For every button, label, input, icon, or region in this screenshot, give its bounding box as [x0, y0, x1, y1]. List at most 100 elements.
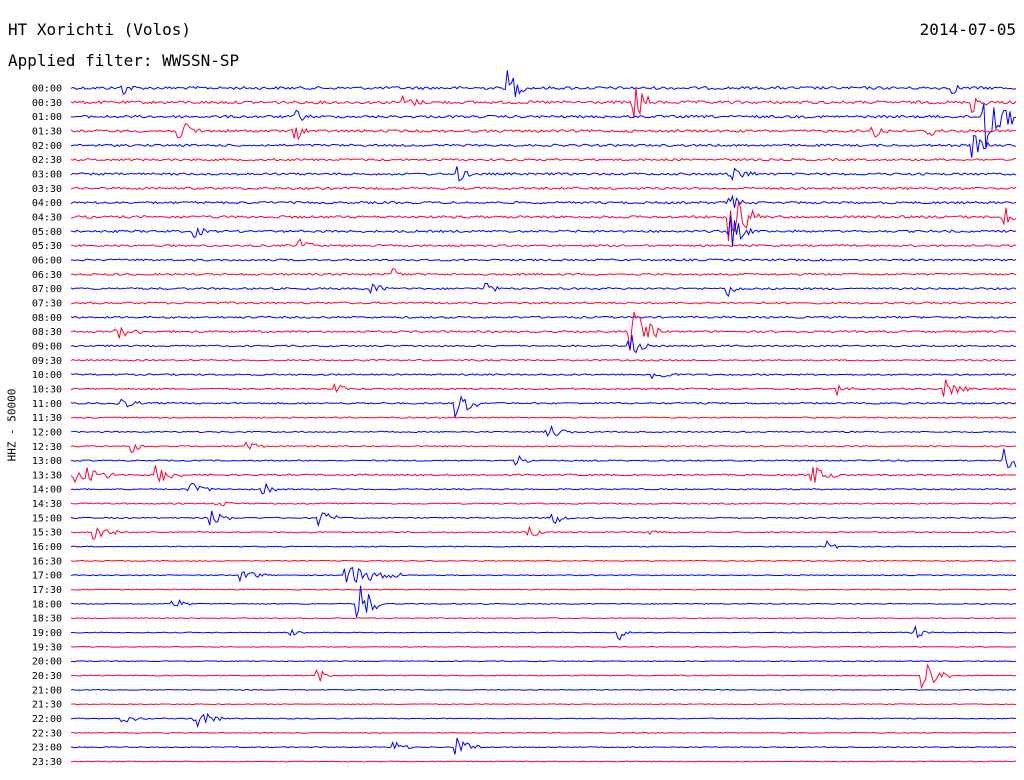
- seismic-trace-1200: [70, 424, 1017, 437]
- seismic-trace-2330: [70, 760, 1017, 763]
- seismic-trace-1900: [70, 625, 1017, 641]
- trace-time-label: 03:30: [32, 184, 62, 195]
- trace-time-label: 04:00: [32, 198, 62, 209]
- trace-time-label: 22:00: [32, 714, 62, 725]
- trace-time-label: 06:30: [32, 270, 62, 281]
- filter-label: Applied filter: WWSSN-SP: [8, 51, 240, 70]
- trace-time-label: 20:30: [32, 671, 62, 682]
- trace-time-label: 12:00: [32, 427, 62, 438]
- seismic-trace-1400: [70, 482, 1017, 495]
- trace-time-label: 15:30: [32, 528, 62, 539]
- seismic-trace-0830: [70, 311, 1017, 351]
- trace-time-label: 12:30: [32, 442, 62, 453]
- seismic-trace-2200: [70, 712, 1017, 729]
- seismic-trace-1030: [70, 379, 1017, 397]
- trace-time-label: 05:00: [32, 227, 62, 238]
- seismic-trace-0400: [70, 194, 1017, 208]
- seismic-trace-1000: [70, 372, 1017, 380]
- seismic-trace-1100: [70, 395, 1017, 419]
- seismic-trace-1800: [70, 585, 1017, 617]
- seismic-trace-0030: [70, 87, 1017, 118]
- trace-time-label: 01:30: [32, 126, 62, 137]
- seismic-trace-0000: [70, 70, 1017, 97]
- trace-time-label: 16:00: [32, 542, 62, 553]
- seismic-trace-1700: [70, 566, 1017, 584]
- trace-time-label: 07:30: [32, 298, 62, 309]
- trace-time-label: 17:30: [32, 585, 62, 596]
- trace-time-label: 08:00: [32, 313, 62, 324]
- seismic-trace-2130: [70, 703, 1017, 706]
- seismic-trace-1130: [70, 416, 1017, 419]
- trace-time-label: 11:00: [32, 399, 62, 410]
- trace-time-label: 08:30: [32, 327, 62, 338]
- seismic-trace-2000: [70, 660, 1017, 663]
- trace-time-label: 10:00: [32, 370, 62, 381]
- seismic-trace-0300: [70, 166, 1017, 182]
- station-title: HT Xorichti (Volos): [8, 20, 192, 39]
- trace-time-label: 22:30: [32, 728, 62, 739]
- trace-time-label: 11:30: [32, 413, 62, 424]
- trace-time-label: 05:30: [32, 241, 62, 252]
- seismic-trace-1230: [70, 441, 1017, 454]
- seismic-trace-1830: [70, 617, 1017, 620]
- trace-time-label: 13:00: [32, 456, 62, 467]
- trace-time-label: 13:30: [32, 470, 62, 481]
- seismic-trace-0700: [70, 282, 1017, 298]
- trace-time-label: 02:00: [32, 141, 62, 152]
- trace-time-label: 01:00: [32, 112, 62, 123]
- trace-time-label: 00:00: [32, 84, 62, 95]
- seismic-trace-1630: [70, 559, 1017, 562]
- trace-time-label: 20:00: [32, 657, 62, 668]
- seismic-trace-0930: [70, 358, 1017, 362]
- trace-time-label: 07:00: [32, 284, 62, 295]
- seismic-trace-0900: [70, 334, 1017, 354]
- trace-time-label: 18:00: [32, 599, 62, 610]
- seismic-trace-1600: [70, 540, 1017, 549]
- seismic-trace-0800: [70, 315, 1017, 319]
- seismic-trace-0330: [70, 186, 1017, 191]
- trace-time-label: 00:30: [32, 98, 62, 109]
- seismic-trace-1530: [70, 525, 1017, 541]
- trace-time-label: 21:00: [32, 685, 62, 696]
- seismic-trace-0100: [70, 103, 1017, 148]
- trace-time-label: 06:00: [32, 255, 62, 266]
- seismic-trace-0230: [70, 157, 1017, 162]
- seismic-trace-1730: [70, 588, 1017, 591]
- trace-time-label: 23:30: [32, 757, 62, 768]
- seismic-trace-0630: [70, 267, 1017, 276]
- trace-time-label: 14:30: [32, 499, 62, 510]
- trace-time-label: 15:00: [32, 513, 62, 524]
- seismic-trace-0530: [70, 238, 1017, 248]
- trace-time-label: 09:00: [32, 341, 62, 352]
- trace-time-label: 19:00: [32, 628, 62, 639]
- seismic-trace-0130: [70, 122, 1017, 141]
- seismic-trace-1430: [70, 501, 1017, 507]
- trace-time-label: 04:30: [32, 212, 62, 223]
- trace-time-label: 03:00: [32, 169, 62, 180]
- trace-time-label: 21:30: [32, 700, 62, 711]
- seismic-trace-0430: [70, 201, 1017, 242]
- trace-time-label: 14:00: [32, 485, 62, 496]
- trace-time-label: 09:30: [32, 356, 62, 367]
- trace-time-label: 17:00: [32, 571, 62, 582]
- seismic-trace-0730: [70, 301, 1017, 305]
- seismic-trace-1500: [70, 510, 1017, 528]
- trace-time-label: 10:30: [32, 384, 62, 395]
- seismic-trace-1930: [70, 645, 1017, 648]
- seismic-trace-2300: [70, 737, 1017, 755]
- seismic-trace-1330: [70, 465, 1017, 484]
- trace-time-label: 23:00: [32, 743, 62, 754]
- trace-time-label: 18:30: [32, 614, 62, 625]
- seismic-trace-2030: [70, 663, 1017, 690]
- trace-time-label: 19:30: [32, 642, 62, 653]
- trace-time-label: 16:30: [32, 556, 62, 567]
- seismic-trace-1300: [70, 448, 1017, 469]
- seismic-trace-2230: [70, 731, 1017, 734]
- seismic-trace-2100: [70, 688, 1017, 691]
- seismic-trace-0200: [70, 134, 1017, 158]
- seismic-trace-0500: [70, 215, 1017, 247]
- seismic-trace-0600: [70, 258, 1017, 262]
- trace-time-label: 02:30: [32, 155, 62, 166]
- date-label: 2014-07-05: [919, 20, 1016, 39]
